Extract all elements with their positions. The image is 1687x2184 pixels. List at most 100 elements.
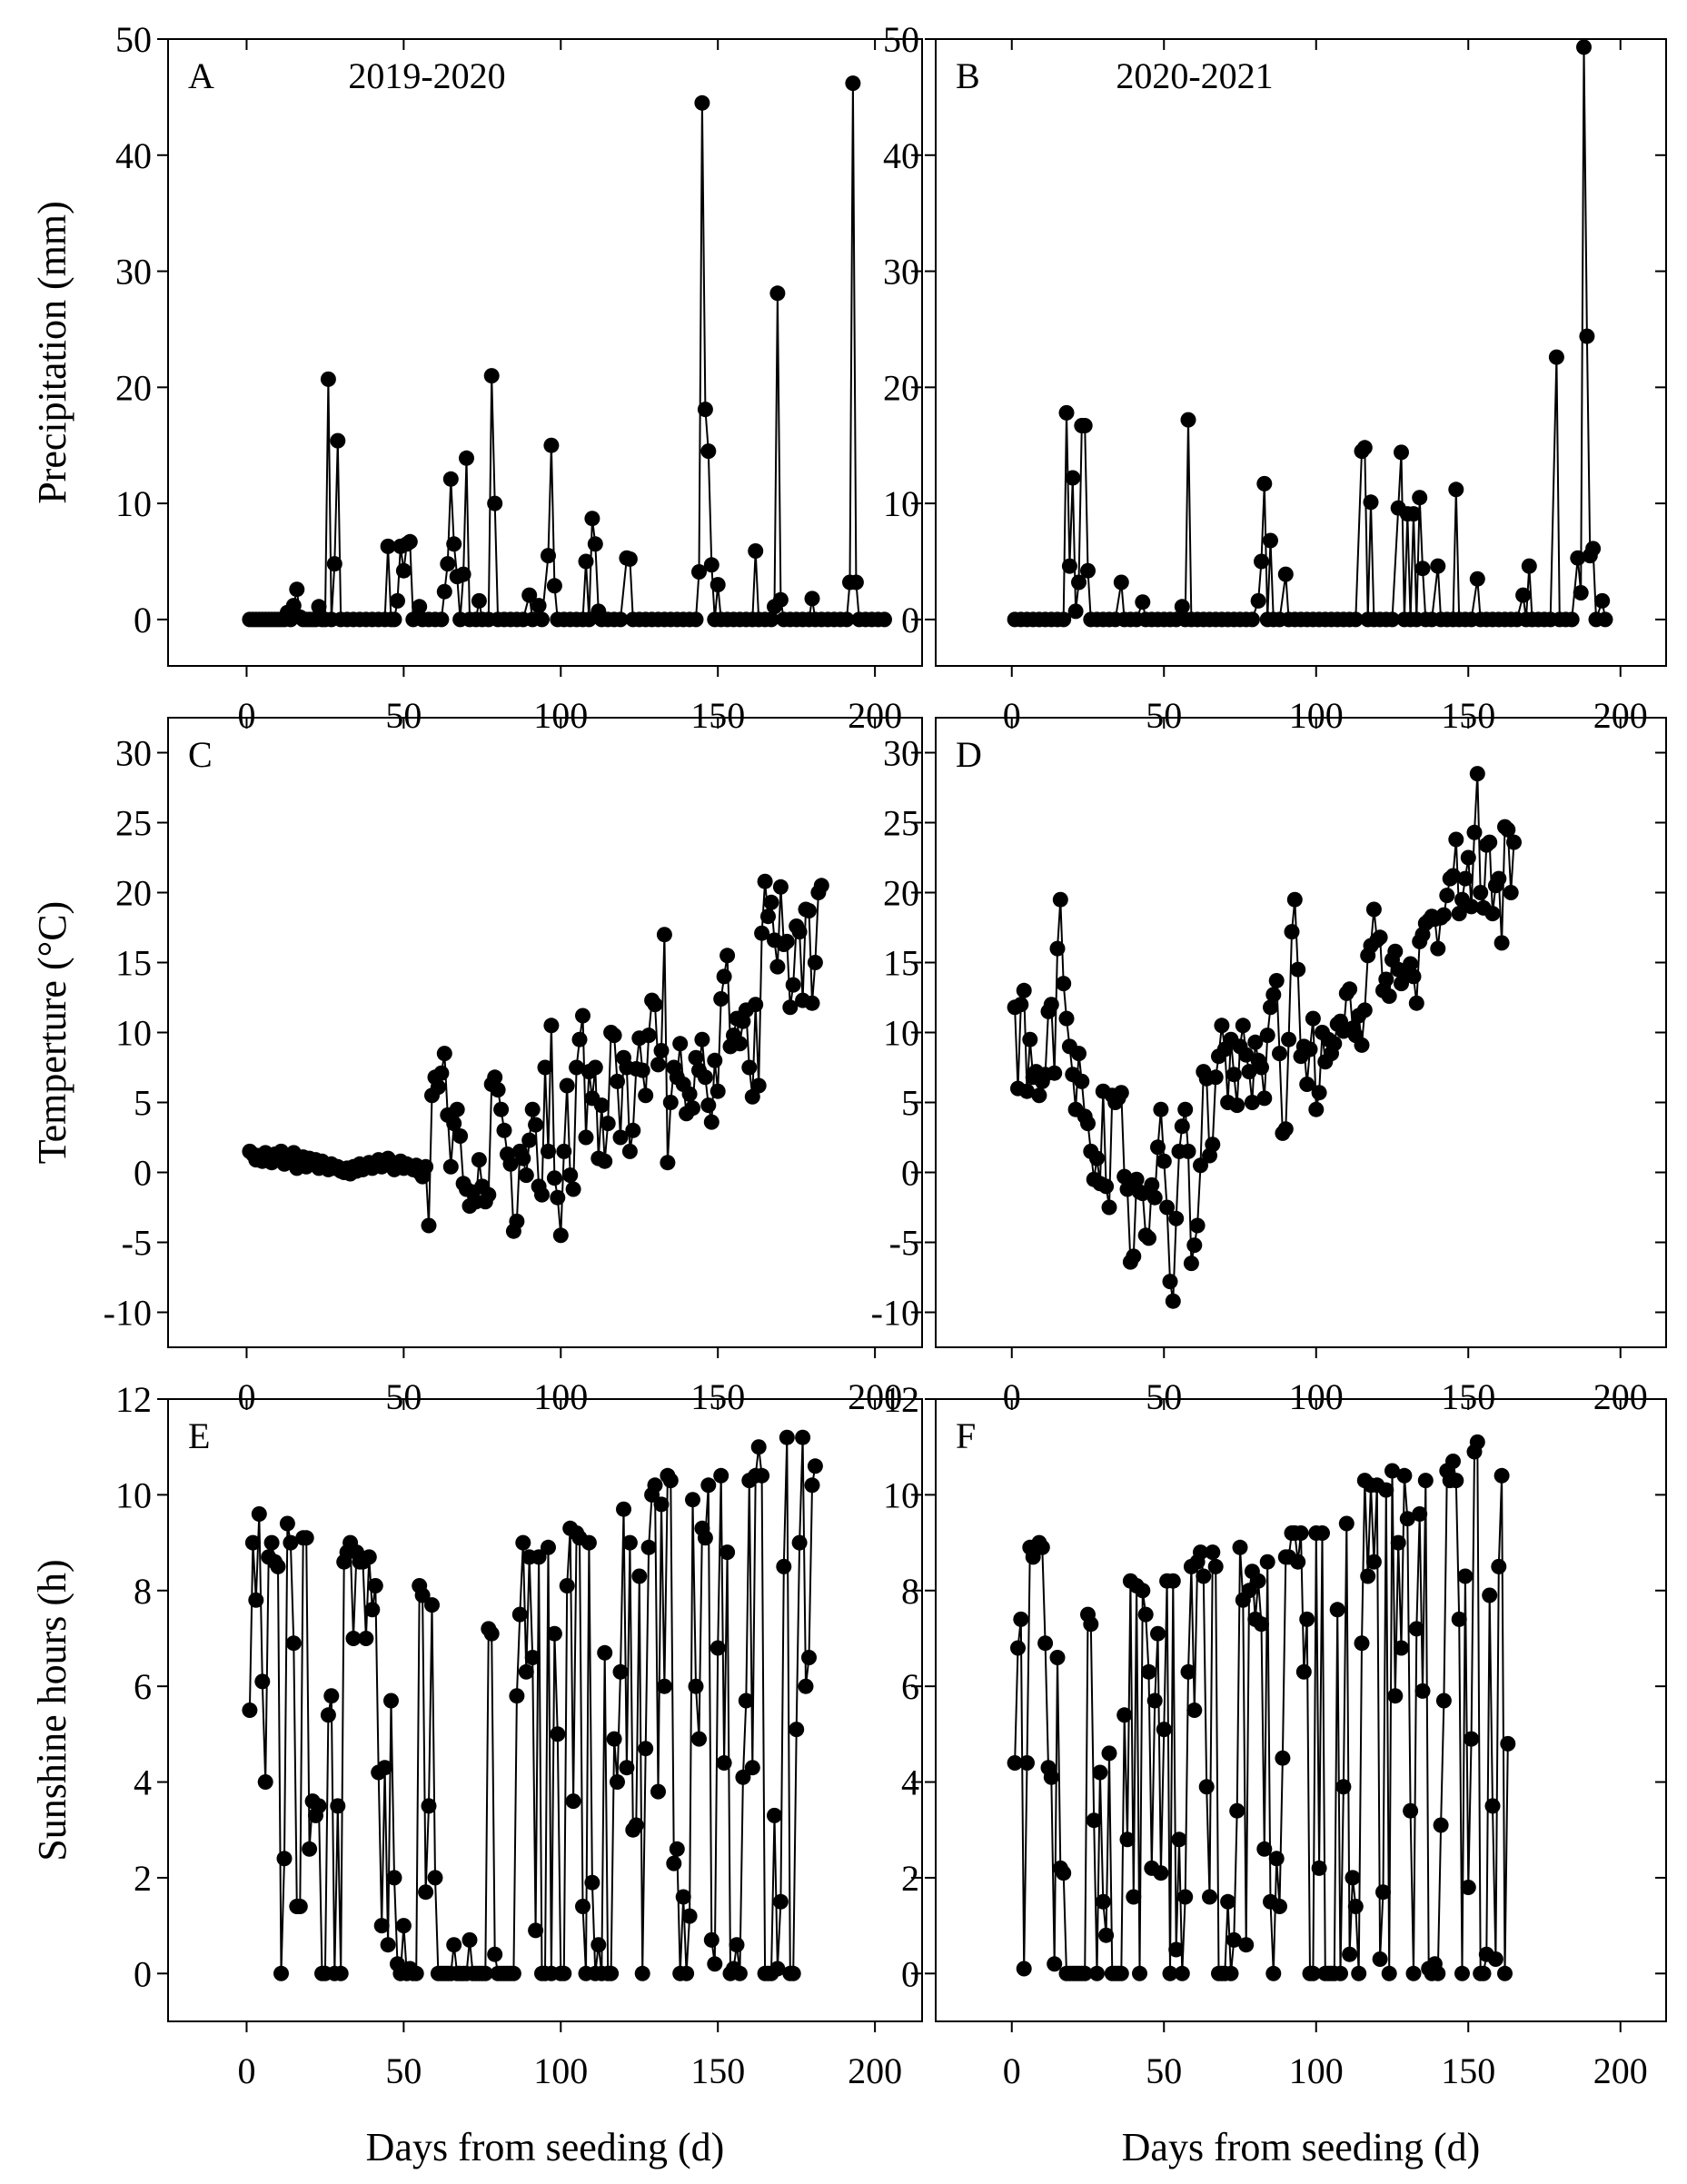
data-point — [769, 958, 786, 975]
data-point — [634, 1062, 650, 1078]
data-point — [1387, 1688, 1404, 1704]
y-axis-title: Temperture (°C) — [30, 901, 74, 1164]
data-point — [487, 1946, 503, 1962]
data-point — [1183, 1256, 1199, 1272]
data-point — [332, 1965, 349, 1981]
data-point — [436, 1046, 452, 1062]
data-point — [433, 611, 450, 628]
data-point — [795, 1429, 811, 1445]
data-point — [621, 551, 638, 567]
data-point — [710, 1083, 726, 1099]
data-point — [1521, 558, 1537, 574]
data-point — [430, 1079, 446, 1096]
data-point — [1378, 971, 1394, 988]
data-point — [279, 1515, 295, 1532]
data-point — [813, 878, 829, 894]
data-point — [1205, 1137, 1221, 1153]
data-point — [1417, 1473, 1434, 1489]
data-point — [1433, 1817, 1449, 1833]
data-point — [785, 1965, 801, 1981]
data-point — [656, 1678, 672, 1694]
data-point — [1390, 1534, 1406, 1551]
data-point — [1585, 541, 1602, 557]
data-point — [772, 879, 789, 895]
data-point — [345, 1631, 362, 1646]
data-point — [1254, 1616, 1269, 1633]
y-tick-label: 30 — [883, 733, 919, 774]
data-point — [584, 1874, 600, 1891]
y-tick-label: 15 — [115, 943, 152, 984]
data-point — [1384, 611, 1400, 628]
data-point — [1326, 1036, 1343, 1052]
data-point — [1165, 1573, 1181, 1589]
data-point — [1347, 1899, 1364, 1914]
data-point — [283, 1534, 299, 1551]
data-point — [700, 1097, 717, 1114]
data-point — [1345, 1870, 1361, 1886]
data-point — [741, 1059, 758, 1076]
data-point — [543, 437, 560, 453]
x-tick-label: 200 — [1593, 1376, 1648, 1417]
data-point — [575, 1899, 590, 1914]
data-point — [1435, 1693, 1452, 1709]
data-point — [1466, 824, 1483, 840]
data-point — [1277, 566, 1294, 582]
data-point — [685, 1492, 700, 1508]
data-point — [587, 536, 603, 552]
data-point — [477, 1965, 493, 1981]
data-point — [251, 1506, 267, 1522]
data-point — [760, 908, 776, 925]
x-tick-label: 50 — [1146, 1376, 1182, 1417]
y-tick-label: 2 — [901, 1858, 919, 1899]
data-point — [424, 1597, 440, 1613]
data-point — [1338, 1515, 1355, 1532]
data-point — [575, 1008, 590, 1024]
data-point — [716, 968, 732, 985]
data-point — [395, 562, 412, 579]
y-tick-label: 8 — [134, 1571, 152, 1612]
data-point — [442, 471, 459, 487]
data-point — [1451, 1611, 1467, 1627]
x-tick-label: 0 — [1003, 2050, 1021, 2091]
x-tick-label: 100 — [533, 1376, 588, 1417]
data-point — [559, 1077, 575, 1094]
data-point — [672, 1036, 689, 1052]
data-point — [1101, 1745, 1117, 1762]
data-point — [1372, 1951, 1388, 1967]
data-point — [1013, 997, 1029, 1013]
data-point — [1403, 956, 1419, 972]
plot-frame — [167, 1398, 923, 2022]
data-point — [461, 1931, 478, 1948]
data-point — [1159, 1199, 1176, 1216]
panel-d: 0 50 100 150 200 -10 -5 0 5 10 15 20 25 30 D — [871, 717, 1667, 1417]
data-point — [418, 1158, 434, 1175]
data-point — [273, 1965, 289, 1981]
data-point — [502, 1156, 519, 1172]
x-tick-label: 150 — [690, 695, 745, 736]
data-point — [707, 1956, 723, 1972]
data-point — [719, 948, 736, 964]
x-tick-label: 50 — [1146, 695, 1182, 736]
data-point — [418, 1884, 434, 1901]
data-point — [1515, 587, 1532, 603]
data-point — [383, 1693, 399, 1709]
data-point — [767, 1807, 782, 1823]
data-point — [1290, 961, 1306, 978]
data-point — [1144, 1176, 1160, 1193]
y-tick-label: 50 — [115, 19, 152, 60]
x-tick-label: 100 — [1289, 1376, 1344, 1417]
data-point — [1408, 995, 1424, 1011]
data-point — [1500, 821, 1516, 838]
data-point — [779, 933, 795, 949]
y-tick-label: -10 — [104, 1293, 152, 1334]
data-point — [694, 1031, 710, 1047]
data-point — [631, 1568, 648, 1584]
data-point — [666, 1855, 682, 1871]
data-point — [565, 1793, 581, 1810]
data-point — [490, 1082, 506, 1098]
data-point — [1405, 1965, 1422, 1981]
data-point — [1387, 943, 1404, 959]
x-tick-label: 100 — [533, 695, 588, 736]
series-line — [1015, 45, 1606, 620]
data-point — [521, 1132, 538, 1148]
